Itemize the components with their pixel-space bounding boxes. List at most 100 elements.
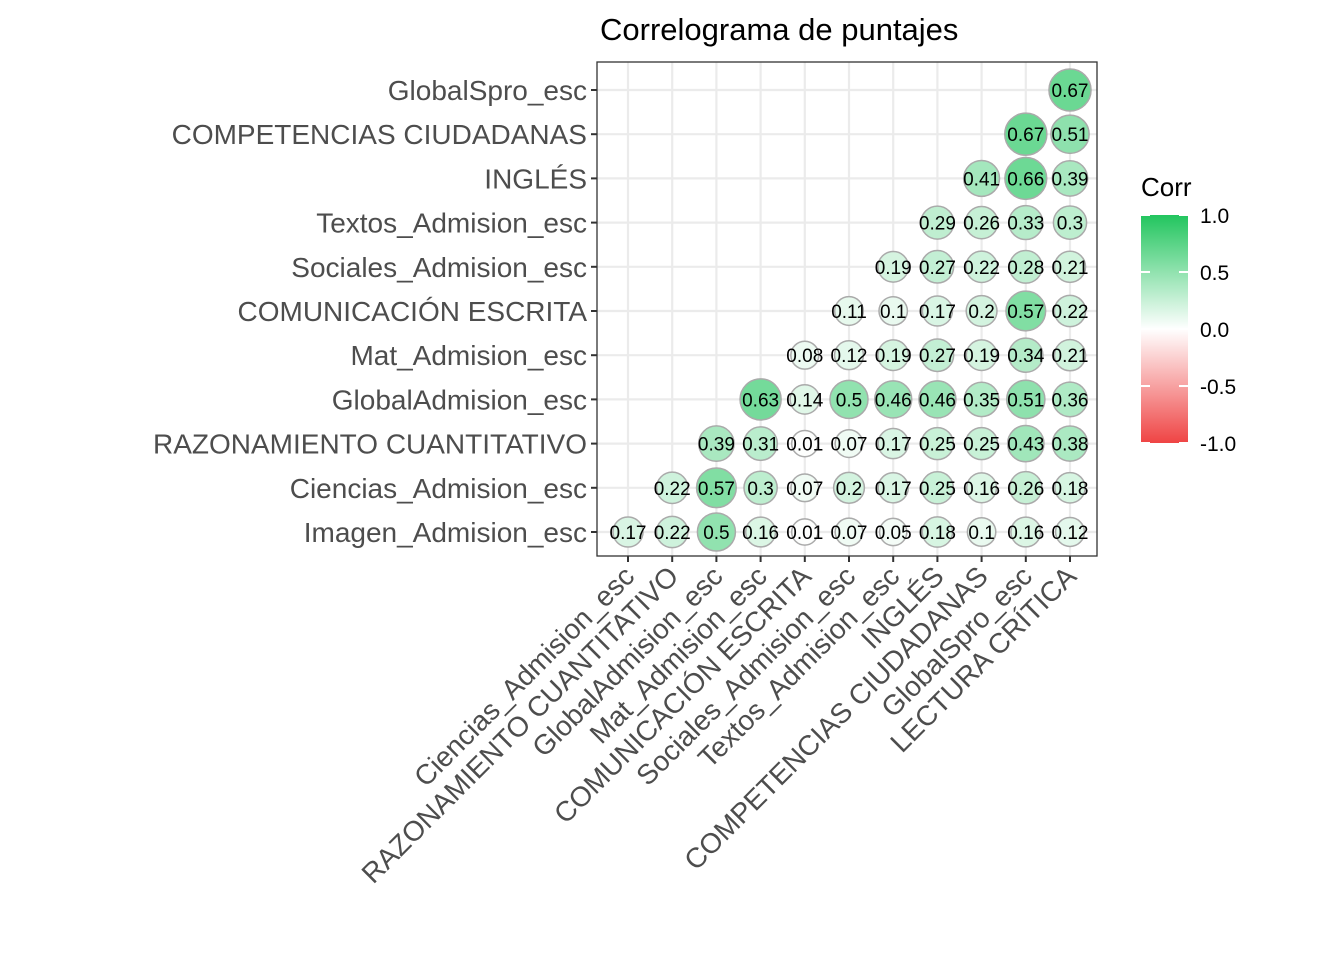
corr-circle <box>833 340 865 371</box>
legend-tick-label: -1.0 <box>1200 433 1236 456</box>
corr-value-label: 0.1 <box>880 302 906 323</box>
corr-circle <box>920 426 955 461</box>
corr-circle <box>834 517 864 547</box>
corr-value-label: 0.25 <box>963 435 1000 456</box>
corr-value-label: 0.08 <box>786 346 823 367</box>
y-axis: Imagen_Admision_esc Ciencias_Admision_esc… <box>153 75 597 548</box>
chart-title: Correlograma de puntajes <box>600 12 958 47</box>
corr-circle <box>1006 424 1045 463</box>
corr-circle <box>655 515 689 549</box>
corr-value-label: 0.3 <box>1057 214 1083 235</box>
corr-value-label: 0.67 <box>1007 125 1044 146</box>
y-tick-label: Imagen_Admision_esc <box>304 517 587 548</box>
corr-value-label: 0.57 <box>1007 302 1044 323</box>
y-tick-label: INGLÉS <box>484 163 587 194</box>
corr-circle <box>965 250 998 284</box>
corr-value-label: 0.19 <box>963 346 1000 367</box>
corr-value-label: 0.5 <box>836 390 862 411</box>
corr-circle <box>695 467 737 509</box>
corr-value-label: 0.39 <box>1052 169 1089 190</box>
corr-circle <box>1052 205 1088 240</box>
corr-value-label: 0.12 <box>1052 523 1089 544</box>
corr-value-label: 0.17 <box>875 479 912 500</box>
corr-value-label: 0.35 <box>963 390 1000 411</box>
corr-circle <box>1004 112 1048 156</box>
corr-circle <box>877 472 909 504</box>
corr-value-label: 0.17 <box>919 302 956 323</box>
corr-circle <box>921 516 954 548</box>
corr-value-label: 0.22 <box>654 479 691 500</box>
corr-value-label: 0.51 <box>1052 125 1089 146</box>
corr-value-label: 0.66 <box>1007 169 1044 190</box>
corr-value-label: 0.33 <box>1007 214 1044 235</box>
corr-value-label: 0.46 <box>875 390 912 411</box>
legend-tick-label: 0.0 <box>1200 319 1229 342</box>
corr-value-label: 0.07 <box>831 523 868 544</box>
corr-circle <box>833 295 865 327</box>
legend-tick-label: 0.5 <box>1200 262 1229 285</box>
corr-circle <box>1054 471 1086 504</box>
corr-value-label: 0.17 <box>610 523 647 544</box>
corr-value-label: 0.19 <box>875 346 912 367</box>
legend: Corr 1.0 0.5 0.0 -0.5 -1.0 <box>1141 172 1236 456</box>
corr-value-label: 0.01 <box>786 435 823 456</box>
corr-value-label: 0.26 <box>963 214 1000 235</box>
corr-circle <box>612 516 644 548</box>
y-tick-label: GlobalSpro_esc <box>388 75 587 106</box>
corr-circle <box>873 380 913 419</box>
y-tick-label: Mat_Admision_esc <box>350 340 587 371</box>
corr-circle <box>834 429 864 459</box>
corr-circle <box>920 205 955 240</box>
corr-circle <box>832 471 866 504</box>
corr-circle <box>918 380 957 419</box>
corr-value-label: 0.5 <box>703 523 729 544</box>
legend-title: Corr <box>1141 172 1192 202</box>
corr-value-label: 0.07 <box>831 435 868 456</box>
corr-value-label: 0.36 <box>1052 390 1089 411</box>
corr-circle <box>1051 381 1089 418</box>
corr-circle <box>829 379 869 420</box>
corr-value-label: 0.18 <box>919 523 956 544</box>
corr-circle <box>878 296 909 326</box>
corr-circle <box>744 516 777 548</box>
corr-value-label: 0.67 <box>1052 81 1089 102</box>
corr-circle <box>743 470 778 506</box>
corr-circle <box>1005 290 1047 332</box>
corr-value-label: 0.29 <box>919 214 956 235</box>
corr-value-label: 0.12 <box>831 346 868 367</box>
corr-circle <box>1054 516 1086 548</box>
corr-circle <box>1005 379 1046 420</box>
corr-circle <box>1048 68 1092 112</box>
corr-circle <box>1008 249 1043 284</box>
corr-value-label: 0.38 <box>1052 435 1089 456</box>
corr-value-label: 0.28 <box>1007 258 1044 279</box>
corr-circle <box>790 518 819 546</box>
corr-circle <box>1008 204 1044 241</box>
corr-value-label: 0.39 <box>698 435 735 456</box>
corr-value-label: 0.16 <box>963 479 1000 500</box>
corr-circle <box>1010 516 1042 548</box>
corr-value-label: 0.2 <box>836 479 862 500</box>
corr-value-label: 0.27 <box>919 258 956 279</box>
corr-value-label: 0.25 <box>919 479 956 500</box>
corr-value-label: 0.01 <box>786 523 823 544</box>
corr-value-label: 0.16 <box>742 523 779 544</box>
corr-value-label: 0.22 <box>963 258 1000 279</box>
corr-circle <box>877 339 910 372</box>
corr-value-label: 0.22 <box>1052 302 1089 323</box>
corr-circle <box>964 426 999 461</box>
panel-border <box>596 61 1098 557</box>
corr-value-label: 0.1 <box>968 523 994 544</box>
corr-circle <box>697 425 735 463</box>
corr-value-label: 0.3 <box>747 479 773 500</box>
y-tick-label: RAZONAMIENTO CUANTITATIVO <box>153 429 587 460</box>
legend-tick-label: -0.5 <box>1200 376 1236 399</box>
corr-circle <box>962 159 1001 198</box>
corr-circle <box>789 383 821 415</box>
y-tick-label: GlobalAdmision_esc <box>332 384 587 415</box>
corr-circle <box>921 295 954 327</box>
corr-circle <box>965 339 998 372</box>
corr-value-label: 0.21 <box>1052 346 1089 367</box>
corr-value-label: 0.16 <box>1007 523 1044 544</box>
